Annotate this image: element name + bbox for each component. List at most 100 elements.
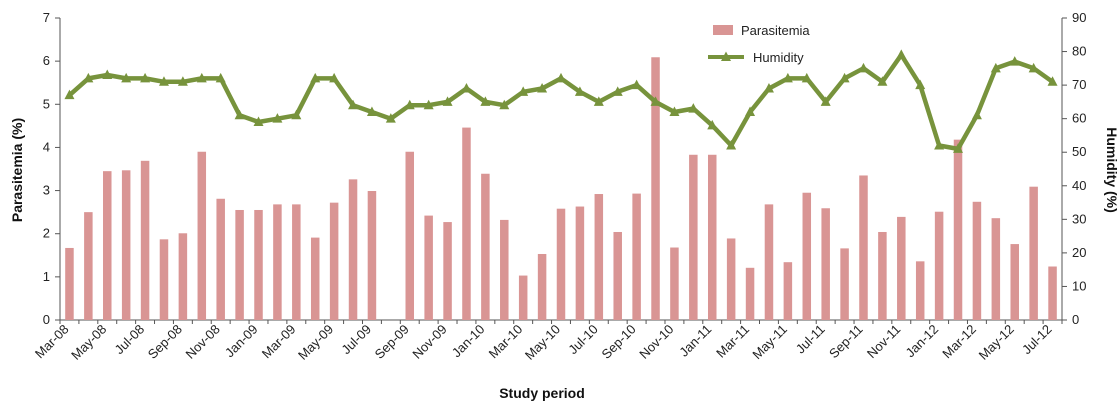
legend-humidity-label: Humidity [753, 50, 804, 65]
parasitemia-bar [670, 247, 679, 320]
left-tick-label: 0 [43, 312, 50, 327]
humidity-point [763, 82, 774, 93]
parasitemia-bar [216, 198, 225, 320]
humidity-point [915, 79, 926, 90]
left-tick-label: 4 [43, 139, 50, 154]
humidity-point [1009, 56, 1020, 66]
humidity-line [68, 52, 1054, 152]
parasitemia-bar [859, 175, 868, 320]
humidity-point [688, 103, 699, 113]
humidity-point [953, 143, 964, 153]
parasitemia-bar [103, 171, 112, 320]
legend-parasitemia-label: Parasitemia [741, 23, 810, 38]
right-tick-label: 30 [1072, 211, 1086, 226]
humidity-point [253, 116, 264, 127]
x-tick-label: May-11 [749, 322, 790, 363]
x-tick-label: Jan-12 [903, 322, 942, 361]
humidity-point [877, 76, 888, 86]
right-tick-label: 0 [1072, 312, 1079, 327]
parasitemia-bar [915, 261, 925, 320]
humidity-point [234, 109, 245, 120]
right-tick-label: 20 [1072, 245, 1086, 260]
parasitemia-bar [273, 204, 282, 320]
x-tick-label: Jan-10 [449, 322, 488, 361]
parasitemia-bar [254, 209, 263, 320]
humidity-point [385, 113, 396, 123]
parasitemia-bar [972, 201, 982, 320]
parasitemia-bar [405, 151, 415, 320]
parasitemia-bar [802, 192, 812, 320]
parasitemia-bar [991, 218, 1001, 320]
humidity-point [158, 76, 169, 86]
x-tick-label: Nov-10 [636, 322, 676, 362]
left-tick-label: 6 [43, 53, 50, 68]
right-axis-ticks: 0 10 20 30 40 50 60 70 80 90 [1062, 10, 1086, 327]
x-tick-label: Jul-09 [338, 322, 374, 358]
parasitemia-bar [84, 212, 93, 320]
parasitemia-bar [821, 208, 830, 320]
left-tick-label: 7 [43, 10, 50, 25]
parasitemia-bar [481, 173, 490, 320]
x-tick-label: Mar-12 [939, 322, 979, 362]
right-axis-title: Humidity (%) [1104, 127, 1120, 213]
left-tick-label: 1 [43, 269, 50, 284]
humidity-point [707, 119, 718, 130]
humidity-point [612, 86, 623, 96]
humidity-point [896, 49, 907, 59]
x-tick-label: May-08 [68, 322, 109, 363]
humidity-point [801, 72, 812, 83]
right-tick-label: 10 [1072, 278, 1086, 293]
humidity-point [518, 86, 529, 96]
parasitemia-bar [651, 57, 660, 320]
humidity-point [650, 96, 661, 106]
parasitemia-bar [348, 179, 358, 320]
right-tick-label: 70 [1072, 77, 1086, 92]
x-tick-label: Sep-11 [826, 322, 866, 362]
parasitemia-bar [443, 222, 452, 320]
humidity-point [291, 109, 302, 120]
x-tick-label: May-09 [295, 322, 336, 363]
right-tick-label: 80 [1072, 44, 1086, 59]
parasitemia-bar [310, 237, 320, 320]
humidity-point [631, 79, 642, 90]
legend: Parasitemia Humidity [708, 23, 810, 65]
humidity-point [1047, 76, 1058, 86]
humidity-point [971, 109, 982, 120]
humidity-point [196, 72, 207, 83]
parasitemia-bar [613, 231, 622, 320]
x-tick-label: Jul-10 [565, 322, 601, 358]
humidity-point [537, 82, 548, 93]
parasitemia-bar [462, 127, 471, 320]
humidity-point [442, 96, 453, 106]
parasitemia-bar [632, 193, 641, 320]
humidity-point [1028, 62, 1039, 73]
humidity-point [669, 106, 680, 116]
parasitemia-bar [1048, 266, 1057, 320]
parasitemia-bar [235, 209, 244, 320]
humidity-point [934, 140, 945, 150]
parasitemia-bar [367, 191, 377, 320]
parasitemia-bar [292, 204, 301, 320]
parasitemia-bar [953, 139, 963, 320]
right-tick-label: 60 [1072, 111, 1086, 126]
humidity-point [348, 99, 359, 110]
x-axis-title: Study period [499, 385, 585, 401]
parasitemia-bar [537, 253, 547, 320]
x-tick-label: Mar-09 [259, 322, 299, 362]
parasitemia-bar [934, 211, 944, 320]
left-axis-title: Parasitemia (%) [9, 118, 25, 222]
legend-parasitemia-swatch [713, 25, 733, 35]
humidity-line-layer [64, 49, 1058, 153]
right-tick-label: 90 [1072, 10, 1086, 25]
x-tick-label: Sep-10 [598, 322, 638, 362]
humidity-point [423, 99, 434, 110]
humidity-point [215, 72, 226, 83]
parasitemia-bar [840, 248, 849, 320]
humidity-point [461, 82, 472, 93]
left-tick-label: 3 [43, 183, 50, 198]
x-tick-label: Nov-09 [409, 322, 449, 362]
parasitemia-bar [121, 170, 131, 320]
parasitemia-bar [897, 216, 906, 320]
humidity-point [556, 72, 566, 83]
